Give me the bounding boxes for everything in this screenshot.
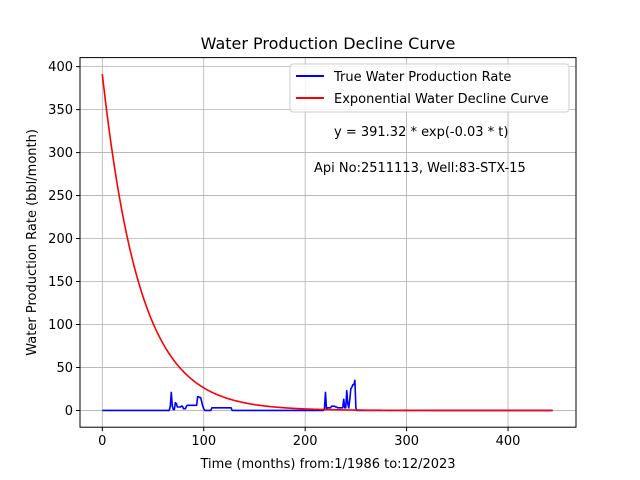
true-rate-line (102, 379, 553, 412)
y-tick-label: 50 (56, 361, 73, 376)
equation-annotation: y = 391.32 * exp(-0.03 * t) (334, 125, 508, 140)
legend: True Water Production Rate Exponential W… (289, 63, 570, 113)
plot-frame (79, 57, 577, 428)
x-tick-label: 300 (394, 434, 419, 449)
exp-decline-curve (101, 73, 553, 412)
series-layer (101, 73, 553, 412)
legend-true-rate-label: True Water Production Rate (333, 70, 511, 85)
x-tick-label: 0 (98, 434, 106, 449)
well-info-annotation: Api No:2511113, Well:83-STX-15 (314, 161, 526, 176)
y-tick-label: 0 (65, 404, 73, 419)
y-tick-label: 250 (48, 189, 73, 204)
x-tick-label: 400 (496, 434, 521, 449)
legend-box (289, 63, 570, 113)
y-tick-label: 150 (48, 275, 73, 290)
y-tick-label: 350 (48, 103, 73, 118)
legend-exp-curve-label: Exponential Water Decline Curve (334, 92, 549, 107)
chart-title: Water Production Decline Curve (201, 34, 456, 53)
y-axis-label: Water Production Rate (bbl/month) (25, 129, 40, 356)
x-tick-layer: 0 100 200 300 400 (98, 427, 520, 449)
y-tick-label: 300 (48, 146, 73, 161)
y-tick-layer: 0 50 100 150 200 250 300 350 400 (48, 60, 80, 419)
y-tick-label: 100 (48, 318, 73, 333)
y-tick-label: 400 (48, 60, 73, 75)
x-axis-label: Time (months) from:1/1986 to:12/2023 (199, 457, 455, 472)
y-tick-label: 200 (48, 232, 73, 247)
x-tick-label: 200 (293, 434, 318, 449)
x-tick-label: 100 (191, 434, 216, 449)
